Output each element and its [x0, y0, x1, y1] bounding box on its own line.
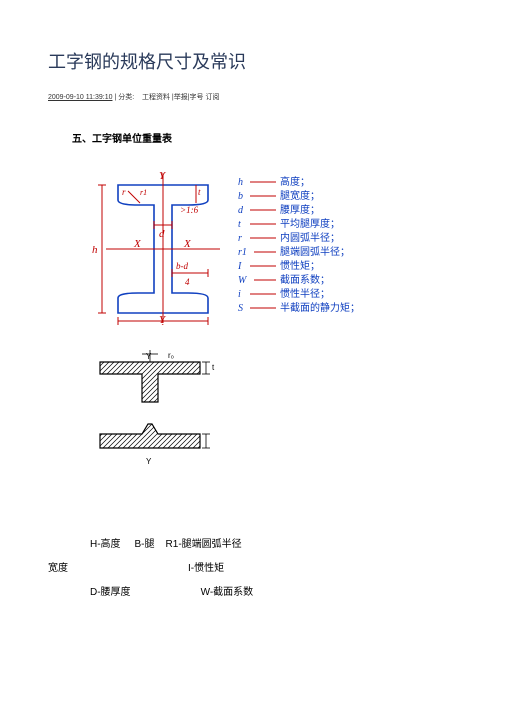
svg-text:腿端圆弧半径；: 腿端圆弧半径；	[280, 245, 350, 258]
label-b: b	[161, 323, 166, 325]
figure-i-beam-annotated: Y Y X X >1:6 d b-d 4 r t r1 h b h	[88, 165, 457, 330]
legend-row-I: I 惯性矩；	[237, 259, 320, 272]
legend-row-t: t 平均腿厚度；	[238, 217, 340, 230]
svg-text:Y: Y	[146, 352, 152, 361]
svg-text:d: d	[238, 205, 244, 216]
label-t: t	[198, 187, 201, 197]
meta-tags: |举报|字号 订阅	[172, 94, 220, 101]
def-row-2: 宽度I-惯性矩	[90, 557, 457, 581]
svg-text:t: t	[238, 219, 241, 230]
section-heading: 五、工字钢单位重量表	[72, 130, 457, 145]
meta-sep: |	[114, 94, 116, 101]
label-d: d	[159, 228, 165, 240]
svg-text:惯性半径；: 惯性半径；	[280, 287, 330, 300]
label-X-left: X	[133, 238, 142, 250]
meta-line: 2009-09-10 11:39:10 | 分类: 工程资料 |举报|字号 订阅	[48, 92, 457, 102]
document-page: 工字钢的规格尺寸及常识 2009-09-10 11:39:10 | 分类: 工程…	[0, 0, 505, 605]
svg-text:平均腿厚度；: 平均腿厚度；	[280, 217, 340, 230]
svg-text:W: W	[238, 275, 248, 286]
definitions-block: H-高度 B-腿 R1-腿端圆弧半径 宽度I-惯性矩 D-腰厚度W-截面系数	[90, 533, 457, 605]
legend-row-r: r 内圆弧半径；	[238, 231, 340, 244]
svg-text:半截面的静力矩；: 半截面的静力矩；	[280, 301, 360, 314]
legend-row-i: i 惯性半径；	[238, 287, 330, 300]
svg-text:惯性矩；: 惯性矩；	[280, 259, 320, 272]
label-Y-top: Y	[159, 170, 167, 182]
page-title: 工字钢的规格尺寸及常识	[48, 48, 457, 74]
label-r: r	[122, 187, 126, 197]
svg-text:r₀: r₀	[168, 351, 174, 360]
svg-text:腿宽度；: 腿宽度；	[280, 189, 320, 202]
svg-text:b: b	[238, 191, 243, 202]
svg-text:h: h	[238, 177, 243, 188]
svg-text:截面系数；: 截面系数；	[280, 273, 330, 286]
label-r1: r1	[140, 188, 147, 197]
label-slope: >1:6	[180, 205, 199, 215]
svg-text:腰厚度；: 腰厚度；	[280, 203, 320, 216]
svg-text:I: I	[237, 261, 242, 272]
legend-row-r1: r1 腿端圆弧半径；	[238, 245, 350, 258]
label-bd: b-d	[176, 261, 188, 271]
label-four: 4	[185, 277, 190, 287]
svg-text:r: r	[238, 233, 242, 244]
meta-cat-value: 工程资料	[142, 94, 170, 101]
svg-text:高度；: 高度；	[280, 175, 310, 188]
svg-text:内圆弧半径；: 内圆弧半径；	[280, 231, 340, 244]
def-row-3: D-腰厚度W-截面系数	[90, 581, 457, 605]
figure-cross-sections: Y r₀ t Y	[88, 348, 457, 473]
label-X-right: X	[183, 238, 192, 250]
meta-cat-label: 分类:	[118, 94, 134, 101]
svg-text:t: t	[212, 363, 215, 372]
svg-text:r1: r1	[238, 247, 247, 258]
svg-text:S: S	[238, 303, 243, 314]
legend-row-d: d 腰厚度；	[238, 203, 320, 216]
meta-date: 2009-09-10 11:39:10	[48, 94, 112, 101]
legend-row-S: S 半截面的静力矩；	[238, 301, 360, 314]
legend-row-h: h 高度；	[238, 175, 310, 188]
legend-row-b: b 腿宽度；	[238, 189, 320, 202]
def-row-1: H-高度 B-腿 R1-腿端圆弧半径	[90, 533, 457, 557]
legend-row-W: W 截面系数；	[238, 273, 330, 286]
svg-text:Y: Y	[146, 457, 152, 466]
svg-text:i: i	[238, 289, 241, 300]
label-h: h	[92, 244, 98, 256]
